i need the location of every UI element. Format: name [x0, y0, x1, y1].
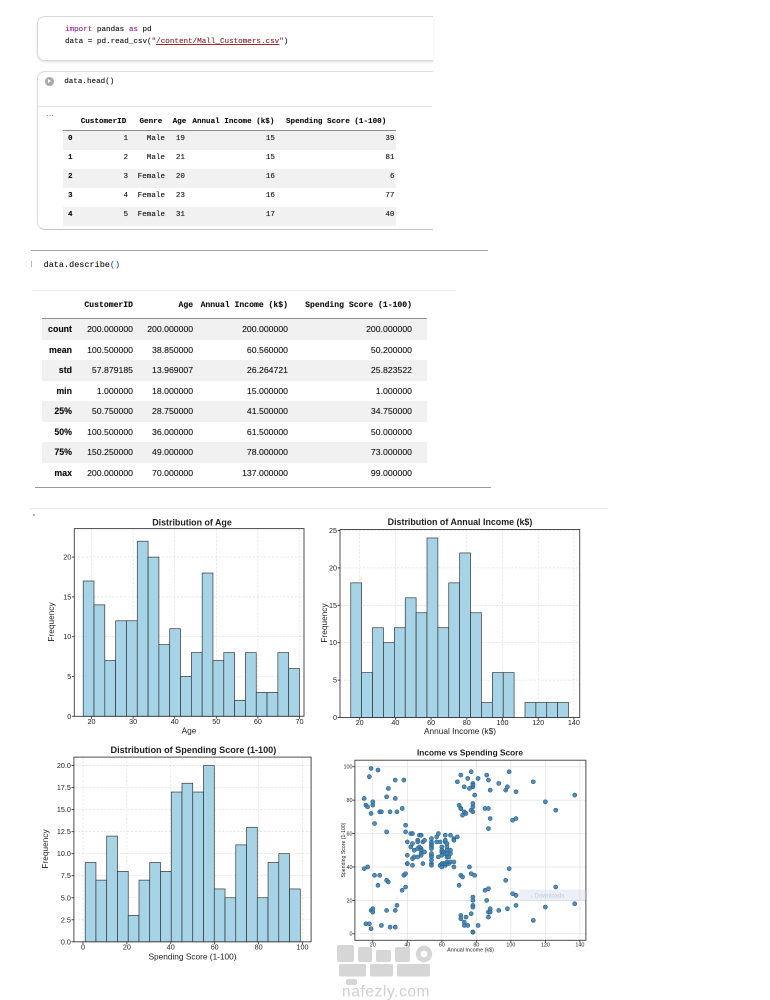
svg-text:15: 15 [329, 601, 337, 610]
svg-text:Distribution of Spending Score: Distribution of Spending Score (1-100) [111, 745, 277, 755]
svg-text:12.5: 12.5 [57, 827, 71, 836]
svg-text:70: 70 [296, 717, 304, 726]
svg-text:100: 100 [506, 943, 515, 949]
svg-text:Distribution of Annual Income: Distribution of Annual Income (k$) [388, 517, 533, 527]
svg-text:60: 60 [347, 831, 353, 837]
svg-text:100: 100 [297, 942, 309, 951]
svg-text:100: 100 [497, 718, 509, 727]
svg-text:20: 20 [370, 943, 376, 949]
svg-text:40: 40 [167, 942, 175, 951]
svg-text:20.0: 20.0 [57, 761, 71, 770]
svg-text:20: 20 [347, 898, 353, 904]
svg-text:20: 20 [88, 717, 96, 726]
svg-text:80: 80 [473, 943, 479, 949]
svg-text:15: 15 [63, 592, 71, 601]
svg-text:Spending Score (1-100): Spending Score (1-100) [341, 822, 347, 877]
svg-text:0.0: 0.0 [61, 937, 71, 946]
svg-text:5: 5 [333, 676, 337, 685]
svg-text:2.5: 2.5 [61, 915, 71, 924]
svg-text:50: 50 [212, 717, 220, 726]
svg-text:Frequency: Frequency [40, 829, 50, 869]
svg-text:40: 40 [404, 943, 410, 949]
svg-text:140: 140 [568, 718, 580, 727]
svg-text:60: 60 [254, 717, 262, 726]
svg-text:Frequency: Frequency [46, 602, 56, 642]
svg-text:7.5: 7.5 [61, 871, 71, 880]
svg-text:Income vs Spending Score: Income vs Spending Score [417, 748, 523, 758]
svg-text:17.5: 17.5 [57, 783, 71, 792]
svg-text:80: 80 [463, 718, 471, 727]
svg-text:Distribution of Age: Distribution of Age [152, 518, 232, 528]
svg-text:100: 100 [344, 765, 353, 771]
svg-text:0: 0 [81, 942, 85, 951]
svg-text:10: 10 [329, 638, 337, 647]
svg-text:10: 10 [63, 632, 71, 641]
svg-text:Spending Score (1-100): Spending Score (1-100) [148, 952, 236, 962]
svg-text:Frequency: Frequency [319, 603, 329, 643]
svg-text:Annual Income (k$): Annual Income (k$) [424, 726, 496, 736]
svg-text:20: 20 [63, 553, 71, 562]
svg-text:15.0: 15.0 [57, 805, 71, 814]
svg-text:10.0: 10.0 [57, 849, 71, 858]
svg-text:Age: Age [182, 726, 197, 736]
svg-text:40: 40 [347, 865, 353, 871]
svg-text:60: 60 [439, 943, 445, 949]
svg-text:25: 25 [329, 526, 337, 535]
svg-text:40: 40 [391, 718, 399, 727]
svg-text:5.0: 5.0 [61, 893, 71, 902]
svg-text:80: 80 [347, 798, 353, 804]
svg-text:↓ Downloads: ↓ Downloads [530, 894, 564, 900]
svg-text:30: 30 [129, 717, 137, 726]
svg-text:0: 0 [67, 712, 71, 721]
svg-text:60: 60 [211, 942, 219, 951]
svg-text:nafezly.com: nafezly.com [342, 984, 430, 1000]
svg-text:Annual Income (k$): Annual Income (k$) [447, 948, 494, 954]
svg-text:40: 40 [171, 717, 179, 726]
svg-text:20: 20 [329, 563, 337, 572]
svg-text:20: 20 [123, 942, 131, 951]
svg-text:5: 5 [67, 672, 71, 681]
svg-text:80: 80 [255, 942, 263, 951]
svg-text:20: 20 [356, 718, 364, 727]
svg-text:120: 120 [541, 943, 550, 949]
svg-text:60: 60 [427, 718, 435, 727]
svg-text:120: 120 [532, 718, 544, 727]
svg-text:0: 0 [333, 713, 337, 722]
svg-text:0: 0 [350, 932, 353, 938]
svg-text:140: 140 [575, 943, 584, 949]
